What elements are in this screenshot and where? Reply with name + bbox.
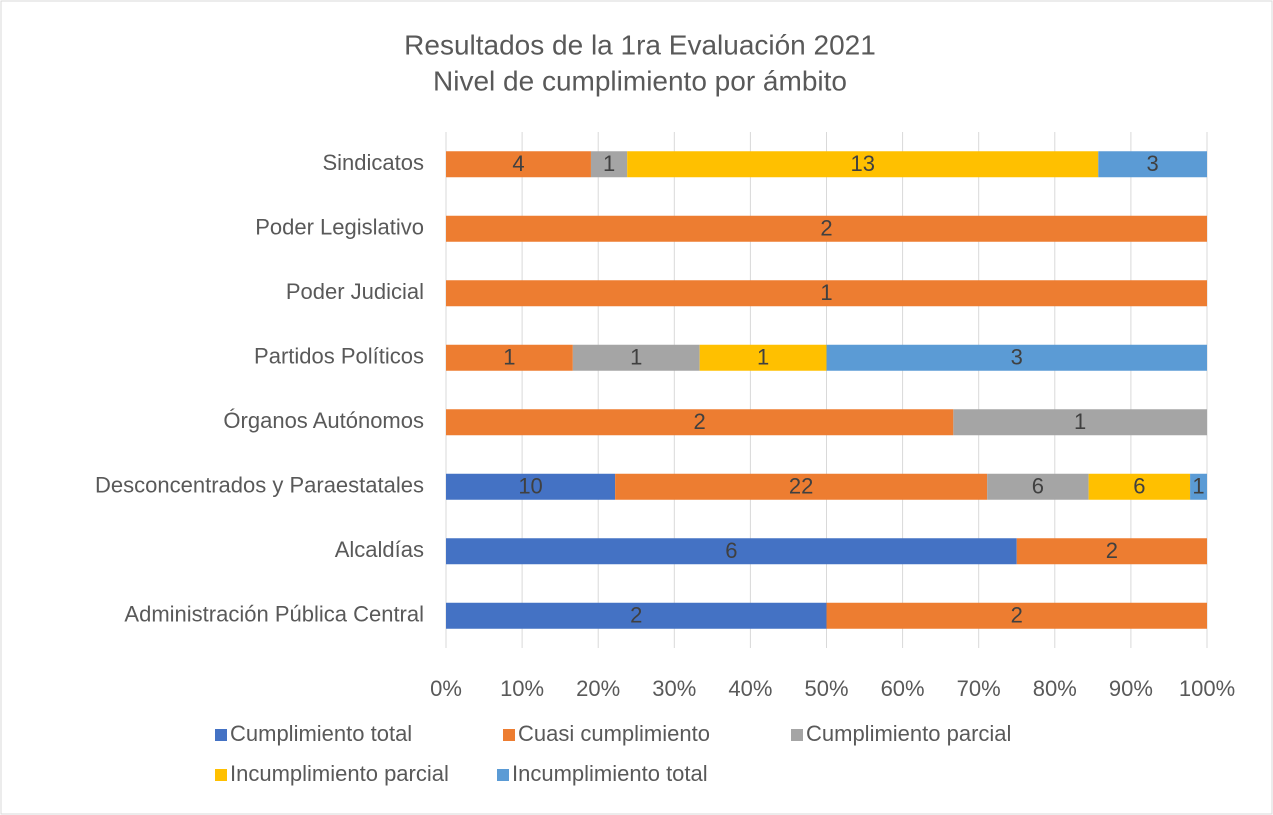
data-label: 1: [820, 280, 832, 305]
y-tick-label: Poder Legislativo: [255, 215, 424, 240]
data-label: 10: [518, 474, 542, 499]
data-label: 6: [725, 538, 737, 563]
data-label: 2: [1011, 603, 1023, 628]
bar-segment: [446, 215, 1207, 242]
bar-segment: [446, 151, 591, 178]
data-label: 2: [694, 409, 706, 434]
bar-segment: [1190, 473, 1207, 500]
data-label: 2: [630, 603, 642, 628]
x-tick-label: 20%: [576, 676, 620, 701]
chart-title: Resultados de la 1ra Evaluación 2021: [404, 29, 876, 60]
legend-marker: [503, 729, 515, 741]
y-tick-label: Alcaldías: [335, 537, 424, 562]
bar-segment: [1016, 538, 1207, 565]
legend-label: Cuasi cumplimiento: [518, 721, 710, 746]
data-label: 1: [1074, 409, 1086, 434]
bar-segment: [446, 602, 827, 629]
legend-label: Incumplimiento total: [512, 761, 708, 786]
bar-segment: [987, 473, 1089, 500]
data-label: 6: [1133, 474, 1145, 499]
bar-segment: [826, 344, 1207, 371]
legend-label: Incumplimiento parcial: [230, 761, 449, 786]
x-tick-label: 90%: [1109, 676, 1153, 701]
bar-segment: [590, 151, 628, 178]
bar-segment: [1088, 473, 1191, 500]
chart-subtitle: Nivel de cumplimiento por ámbito: [433, 65, 847, 96]
bar-segment: [1098, 151, 1207, 178]
bar-segment: [446, 409, 954, 436]
data-label: 13: [850, 151, 874, 176]
bar-segment: [699, 344, 827, 371]
x-tick-label: 40%: [728, 676, 772, 701]
bar-segment: [627, 151, 1099, 178]
legend-marker: [791, 729, 803, 741]
legend-marker: [215, 729, 227, 741]
bar-segment: [446, 344, 573, 371]
y-tick-label: Partidos Políticos: [254, 344, 424, 369]
bar-segment: [953, 409, 1207, 436]
y-tick-label: Sindicatos: [322, 150, 424, 175]
bar-segment: [446, 473, 616, 500]
x-tick-label: 100%: [1179, 676, 1235, 701]
legend-marker: [497, 769, 509, 781]
y-tick-label: Desconcentrados y Paraestatales: [95, 473, 424, 498]
x-tick-label: 70%: [957, 676, 1001, 701]
bar-segment: [826, 602, 1207, 629]
data-label: 4: [512, 151, 524, 176]
x-tick-label: 0%: [430, 676, 462, 701]
x-tick-label: 10%: [500, 676, 544, 701]
data-label: 3: [1147, 151, 1159, 176]
data-label: 1: [1192, 474, 1204, 499]
bar-segment: [446, 538, 1017, 565]
y-tick-label: Administración Pública Central: [124, 602, 424, 627]
legend-marker: [215, 769, 227, 781]
x-tick-label: 60%: [881, 676, 925, 701]
x-tick-label: 50%: [804, 676, 848, 701]
x-tick-label: 80%: [1033, 676, 1077, 701]
x-tick-label: 30%: [652, 676, 696, 701]
y-tick-label: Poder Judicial: [286, 279, 424, 304]
y-tick-label: Órganos Autónomos: [223, 408, 424, 433]
bar-segment: [572, 344, 700, 371]
data-label: 6: [1032, 474, 1044, 499]
data-label: 2: [1106, 538, 1118, 563]
data-label: 1: [603, 151, 615, 176]
legend-label: Cumplimiento parcial: [806, 721, 1011, 746]
data-label: 2: [820, 216, 832, 241]
legend-label: Cumplimiento total: [230, 721, 412, 746]
data-label: 1: [757, 345, 769, 370]
bar-segment: [615, 473, 988, 500]
data-label: 22: [789, 474, 813, 499]
data-label: 1: [630, 345, 642, 370]
bar-segment: [446, 280, 1207, 307]
data-label: 1: [503, 345, 515, 370]
data-label: 3: [1011, 345, 1023, 370]
